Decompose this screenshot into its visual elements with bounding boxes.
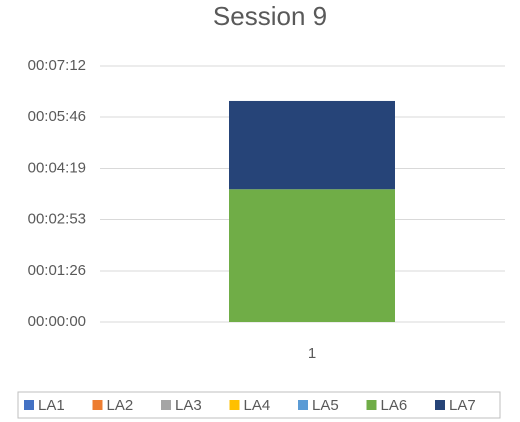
legend-label: LA5: [312, 397, 339, 414]
legend-label: LA1: [38, 397, 65, 414]
bar-segment: [229, 100, 395, 190]
legend-swatch: [161, 400, 171, 410]
y-tick-label: 00:02:53: [28, 210, 86, 227]
legend-swatch: [24, 400, 34, 410]
y-tick-label: 00:01:26: [28, 262, 86, 279]
bar-segment: [229, 189, 395, 322]
legend-swatch: [229, 400, 240, 410]
legend-box: [17, 391, 501, 419]
y-tick-label: 00:07:12: [28, 57, 86, 74]
y-tick-label: 00:00:00: [28, 313, 86, 330]
legend-label: LA4: [244, 397, 271, 414]
chart-title: Session 9: [213, 1, 327, 31]
legend-label: LA7: [449, 397, 476, 414]
y-tick-label: 00:05:46: [28, 108, 86, 125]
legend-label: LA3: [175, 397, 202, 414]
y-tick-label: 00:04:19: [28, 159, 86, 176]
legend-swatch: [366, 400, 377, 410]
legend-label: LA2: [107, 397, 134, 414]
legend-swatch: [92, 400, 103, 410]
legend-label: LA6: [381, 397, 408, 414]
legend-swatch: [298, 400, 308, 410]
legend-swatch: [435, 400, 445, 410]
x-tick-label: 1: [308, 345, 316, 362]
